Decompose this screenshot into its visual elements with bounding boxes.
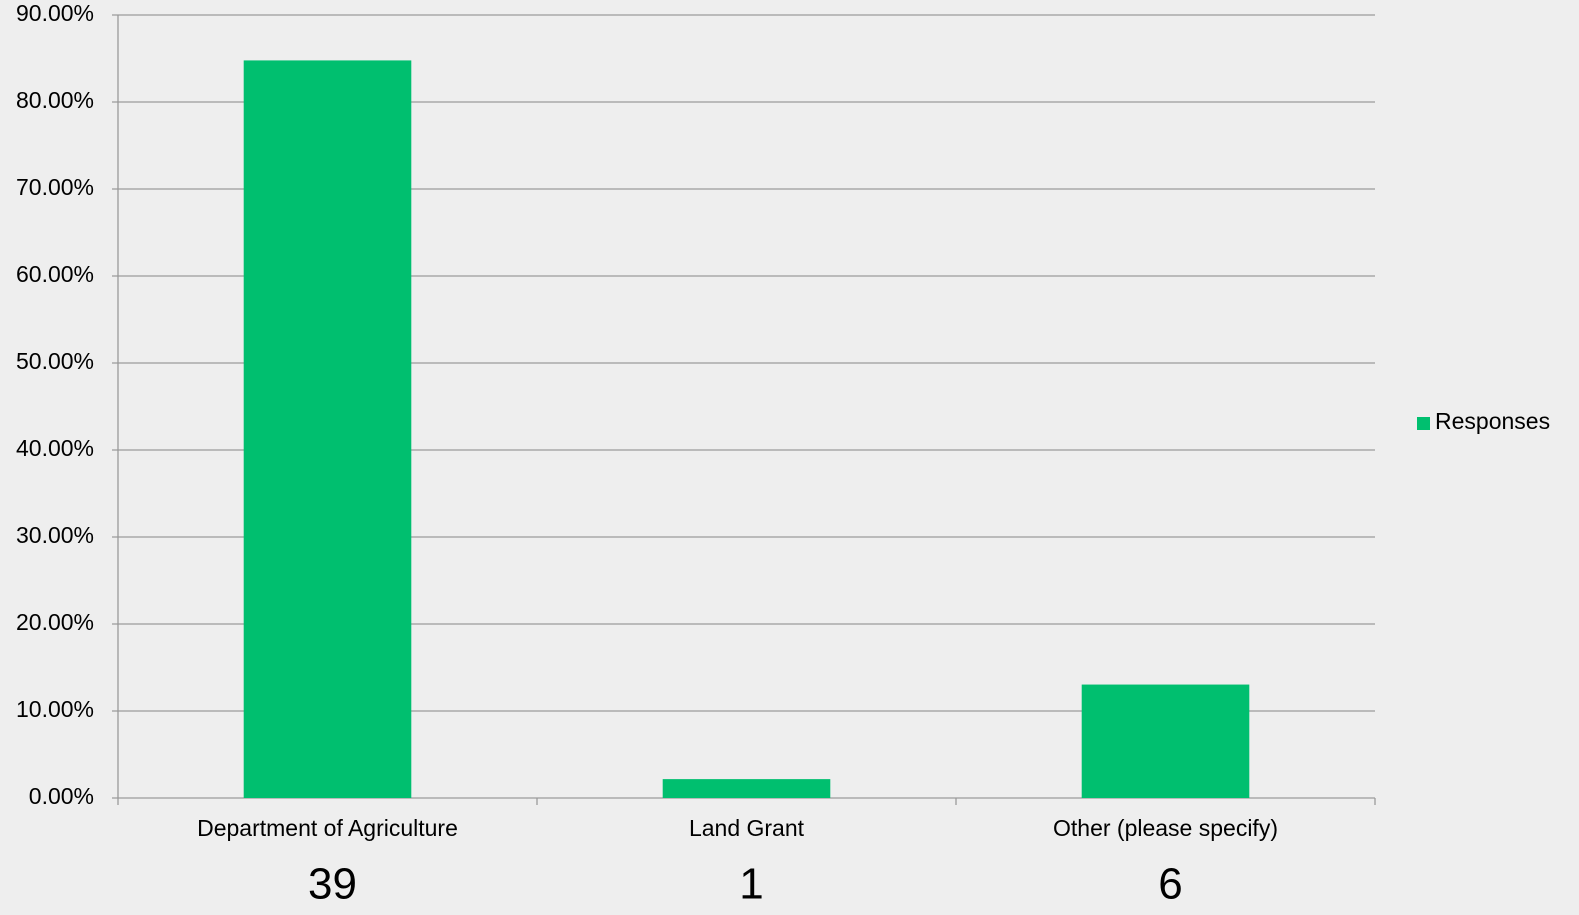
y-tick-label: 90.00% xyxy=(16,0,94,26)
y-tick-label: 10.00% xyxy=(16,696,94,722)
x-tick-label: Other (please specify) xyxy=(1053,815,1278,841)
count-label: 6 xyxy=(1158,860,1182,909)
y-tick-label: 30.00% xyxy=(16,522,94,548)
bar xyxy=(243,60,412,798)
y-tick-label: 50.00% xyxy=(16,348,94,374)
legend-swatch xyxy=(1417,417,1430,430)
legend-label: Responses xyxy=(1435,408,1550,434)
y-tick-label: 60.00% xyxy=(16,261,94,287)
y-tick-label: 80.00% xyxy=(16,87,94,113)
y-tick-label: 70.00% xyxy=(16,174,94,200)
count-label: 39 xyxy=(308,860,357,909)
y-tick-label: 20.00% xyxy=(16,609,94,635)
x-tick-label: Department of Agriculture xyxy=(197,815,458,841)
y-tick-label: 40.00% xyxy=(16,435,94,461)
y-tick-label: 0.00% xyxy=(29,783,94,809)
bar xyxy=(1081,684,1250,798)
bar xyxy=(662,779,831,798)
x-tick-label: Land Grant xyxy=(689,815,805,841)
count-label: 1 xyxy=(739,860,763,909)
